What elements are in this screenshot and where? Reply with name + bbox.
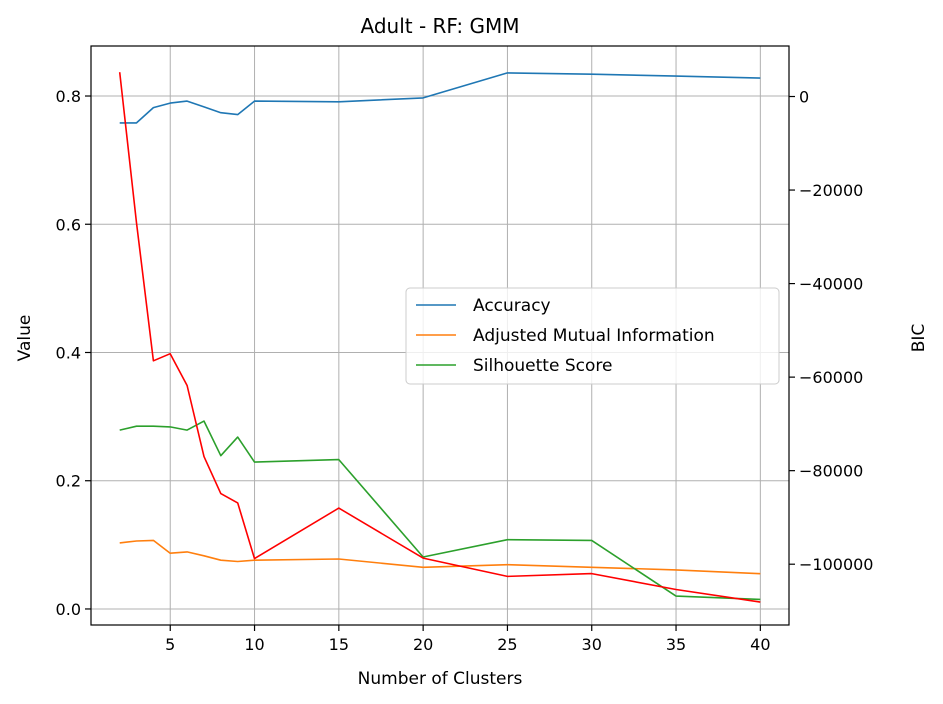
legend-label-0: Accuracy [473, 296, 551, 316]
x-axis: 5 10 15 20 25 30 35 40 [165, 625, 771, 654]
legend-label-1: Adjusted Mutual Information [473, 326, 715, 346]
y2-tick-label-2: −40000 [799, 275, 863, 294]
series-line-silhouette-score [119, 420, 761, 601]
series-layer [118, 72, 761, 603]
legend-box [405, 287, 780, 385]
series-line-accuracy [119, 72, 761, 124]
x-axis-label: Number of Clusters [358, 669, 523, 689]
y-axis-label: Value [15, 315, 35, 362]
series-line-bic [118, 72, 761, 603]
x-tick-label-0: 5 [165, 635, 175, 654]
y-tick-label-3: 0.6 [56, 215, 81, 234]
y2-tick-label-3: −60000 [799, 368, 863, 387]
y-tick-label-0: 0.0 [56, 600, 81, 619]
y-tick-label-1: 0.2 [56, 472, 81, 491]
y-tick-label-4: 0.8 [56, 87, 81, 106]
plot-frame [90, 45, 790, 626]
legend: Accuracy Adjusted Mutual Information Silho… [405, 287, 780, 385]
y-axis-right: 0 −20000 −40000 −60000 −80000 −100000 [789, 88, 873, 574]
y2-tick-label-4: −80000 [799, 462, 863, 481]
y2-axis-label: BIC [909, 324, 929, 353]
y2-tick-label-0: 0 [799, 88, 809, 107]
x-tick-label-1: 10 [244, 635, 264, 654]
y2-tick-label-1: −20000 [799, 181, 863, 200]
y-axis-left: 0.0 0.2 0.4 0.6 0.8 [56, 87, 91, 619]
x-tick-label-6: 35 [666, 635, 686, 654]
x-tick-label-5: 30 [582, 635, 602, 654]
legend-label-2: Silhouette Score [473, 356, 612, 376]
chart-title: Adult - RF: GMM [361, 14, 520, 38]
y2-tick-label-5: −100000 [799, 555, 873, 574]
x-tick-label-7: 40 [750, 635, 770, 654]
x-tick-label-4: 25 [497, 635, 517, 654]
x-tick-label-2: 15 [329, 635, 349, 654]
x-tick-label-3: 20 [413, 635, 433, 654]
y-tick-label-2: 0.4 [56, 343, 81, 362]
series-line-adjusted-mutual-information [119, 539, 761, 575]
